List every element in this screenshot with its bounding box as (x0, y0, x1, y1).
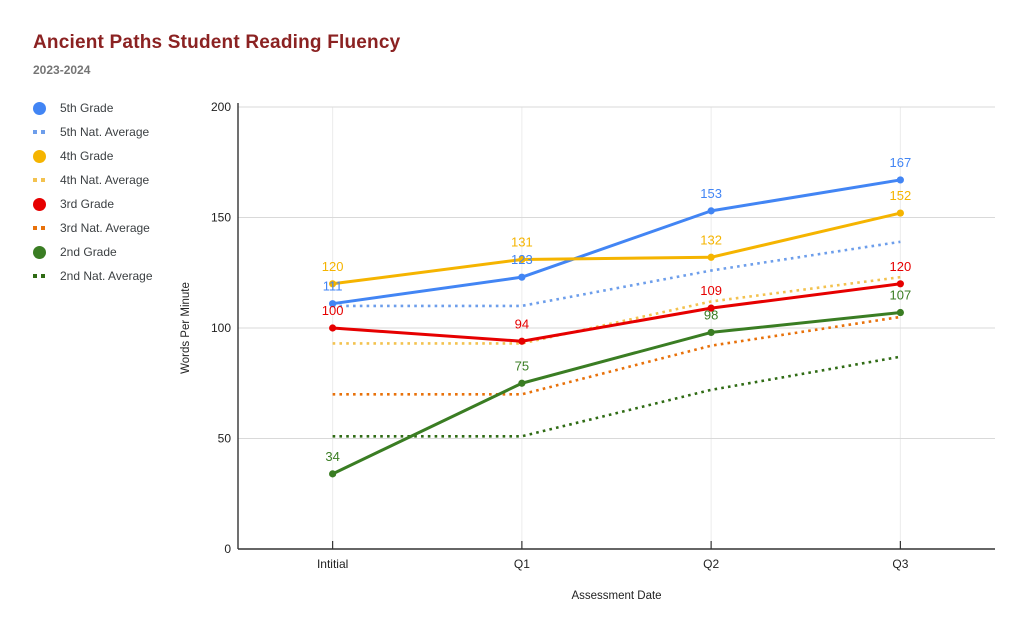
legend-item: 3rd Grade (33, 192, 203, 216)
y-tick-label: 50 (218, 432, 232, 446)
data-label: 34 (325, 449, 339, 464)
legend-item-label: 3rd Grade (60, 197, 115, 211)
data-point-4th-grade[interactable] (896, 209, 904, 217)
chart-subtitle: 2023-2024 (33, 63, 91, 77)
data-point-2nd-grade[interactable] (518, 379, 526, 387)
legend-item-label: 2nd Grade (60, 245, 117, 259)
series-circle-icon (33, 197, 49, 211)
data-point-5th-grade[interactable] (518, 273, 526, 281)
data-label: 120 (890, 259, 912, 274)
data-label: 75 (515, 358, 529, 373)
data-point-4th-grade[interactable] (518, 255, 526, 264)
y-tick-label: 200 (211, 100, 231, 114)
data-point-4th-grade[interactable] (329, 280, 337, 288)
series-dotted-line-icon (33, 274, 49, 278)
series-line-2nd-grade (331, 311, 901, 476)
legend-item: 5th Nat. Average (33, 120, 203, 144)
legend-item: 4th Grade (33, 144, 203, 168)
legend-item-label: 4th Nat. Average (60, 173, 150, 187)
data-point-5th-grade[interactable] (896, 176, 904, 184)
data-label: 152 (890, 188, 912, 203)
data-label: 100 (322, 303, 344, 318)
x-axis-title: Assessment Date (571, 590, 661, 602)
data-label: 131 (511, 234, 533, 249)
y-tick-label: 100 (211, 321, 231, 335)
chart-legend: 5th Grade 5th Nat. Average 4th Grade 4th Na… (33, 96, 203, 288)
series-circle-icon (33, 149, 49, 163)
data-label: 167 (890, 155, 912, 170)
series-dotted-line-icon (33, 130, 49, 134)
data-label: 132 (700, 232, 722, 247)
data-point-5th-grade[interactable] (707, 207, 715, 215)
data-point-3rd-grade[interactable] (896, 280, 904, 288)
data-point-2nd-grade[interactable] (707, 328, 715, 337)
series-dotted-line-icon (33, 178, 49, 182)
data-label: 98 (704, 307, 718, 322)
data-point-4th-grade[interactable] (707, 253, 715, 261)
legend-item-label: 3rd Nat. Average (60, 221, 150, 235)
data-point-2nd-grade[interactable] (896, 308, 904, 317)
data-point-2nd-grade[interactable] (329, 470, 337, 478)
data-point-3rd-grade[interactable] (329, 324, 337, 332)
data-label: 109 (700, 283, 722, 298)
series-circle-icon (33, 101, 49, 115)
data-label: 94 (515, 316, 529, 331)
legend-item: 2nd Nat. Average (33, 264, 203, 288)
series-line-5th-grade (332, 178, 901, 306)
series-line-3rd-grade (332, 282, 901, 343)
data-label: 153 (700, 186, 722, 201)
series-circle-icon (33, 245, 49, 259)
data-label: 107 (890, 288, 912, 303)
data-point-3rd-grade[interactable] (518, 337, 526, 345)
x-tick-label: Q1 (514, 557, 530, 571)
legend-item-label: 5th Nat. Average (60, 125, 150, 139)
data-label: 123 (511, 252, 533, 267)
series-dotted-line-icon (33, 226, 49, 230)
legend-item-label: 2nd Nat. Average (60, 269, 153, 283)
series-line-2nd-nat-average (332, 355, 901, 438)
series-line-4th-grade (332, 211, 901, 286)
legend-item: 2nd Grade (33, 240, 203, 264)
legend-item: 4th Nat. Average (33, 168, 203, 192)
data-point-5th-grade[interactable] (329, 300, 337, 308)
series-line-3rd-nat-average (332, 315, 901, 396)
series-line-5th-nat-average (332, 240, 901, 308)
data-label: 111 (323, 279, 343, 294)
x-tick-label: Q3 (892, 557, 908, 571)
y-tick-label: 150 (211, 211, 231, 225)
legend-item: 3rd Nat. Average (33, 216, 203, 240)
legend-item-label: 4th Grade (60, 149, 114, 163)
x-tick-label: Intitial (317, 557, 348, 571)
y-axis-title: Words Per Minute (180, 282, 192, 374)
legend-item: 5th Grade (33, 96, 203, 120)
legend-item-label: 5th Grade (60, 101, 114, 115)
data-point-3rd-grade[interactable] (707, 304, 715, 312)
chart-title: Ancient Paths Student Reading Fluency (33, 32, 401, 53)
y-tick-label: 0 (224, 542, 231, 556)
data-label: 120 (322, 259, 344, 274)
series-line-4th-nat-average (332, 275, 901, 345)
x-tick-label: Q2 (703, 557, 719, 571)
